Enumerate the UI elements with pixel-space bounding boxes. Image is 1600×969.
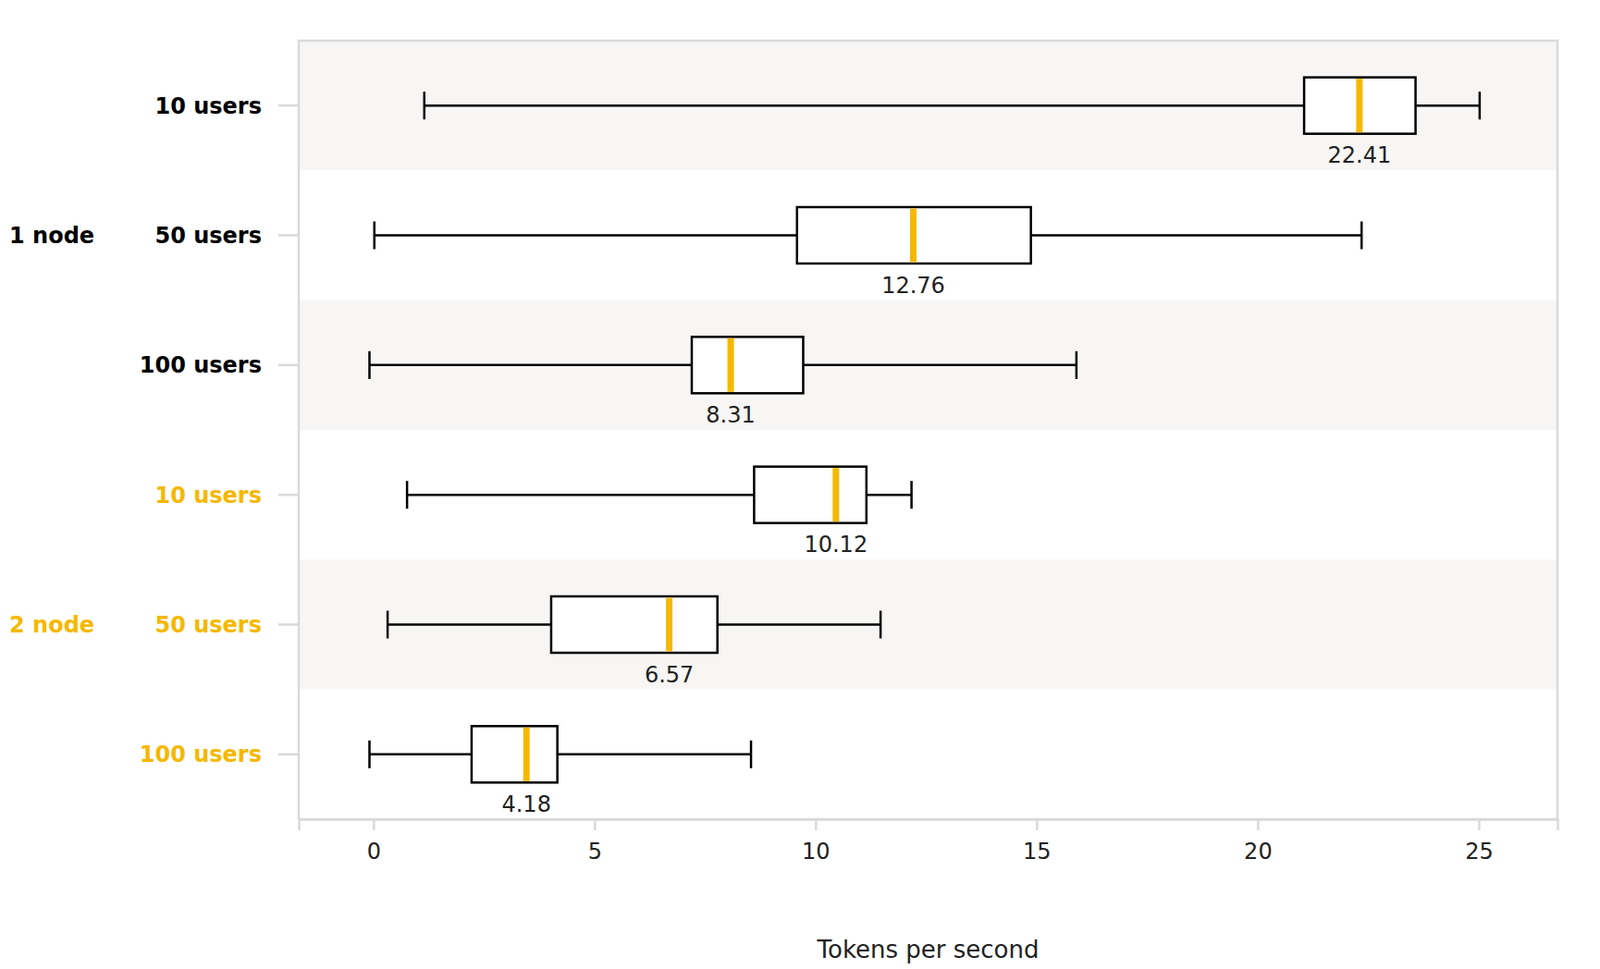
- box: [797, 207, 1032, 264]
- median-line: [665, 598, 673, 653]
- x-tick-mark: [1256, 819, 1260, 831]
- median-line: [910, 209, 917, 263]
- x-axis-title: Tokens per second: [816, 935, 1040, 964]
- y-tick-mark: [278, 104, 299, 108]
- median-line: [1355, 78, 1363, 133]
- x-tick: 0: [367, 819, 382, 865]
- x-tick-label: 0: [367, 838, 382, 865]
- whisker: [369, 753, 751, 757]
- y-tick-mark: [278, 493, 299, 497]
- x-axis: 0 5 10 15 20 25: [299, 819, 1559, 865]
- x-tick-label: 15: [1022, 838, 1052, 865]
- y-tick-label: 50 users: [154, 222, 262, 249]
- row-bands: [298, 40, 1558, 820]
- y-tick-mark: [278, 753, 299, 757]
- y-tick-label: 50 users: [154, 612, 262, 639]
- whisker-cap-low: [372, 221, 376, 250]
- x-tick: 20: [1243, 819, 1273, 865]
- box-label: 22.41: [1327, 142, 1391, 169]
- x-tick-label: 10: [801, 838, 831, 865]
- row-band: [298, 40, 1558, 171]
- y-tick-label: 10 users: [154, 482, 262, 509]
- marks: [369, 77, 1479, 784]
- y-tick-mark: [278, 364, 299, 368]
- whisker-cap-low: [368, 351, 371, 380]
- box: [1304, 77, 1416, 135]
- median-line: [727, 338, 735, 393]
- whisker-cap-high: [1360, 221, 1364, 250]
- plot-frame: [298, 40, 1558, 820]
- x-tick: 15: [1022, 819, 1052, 865]
- y-tick-label: 100 users: [139, 352, 262, 379]
- x-tick-mark: [1035, 819, 1039, 831]
- x-tick-mark: [814, 819, 818, 831]
- x-tick: 10: [801, 819, 831, 865]
- median-line: [523, 727, 530, 782]
- y-tick-label: 10 users: [154, 93, 262, 120]
- y-tick-label: 100 users: [139, 741, 262, 768]
- x-axis-line: [299, 820, 1559, 832]
- x-tick: 25: [1464, 819, 1494, 865]
- group-label: 1 node: [9, 222, 95, 249]
- y-axis: 10 users 50 users 100 users 10 users 50 user…: [9, 93, 299, 769]
- box-label: 4.18: [501, 791, 551, 818]
- box-plot: [374, 207, 1362, 264]
- box-plot: [406, 467, 911, 524]
- box-label: 8.31: [705, 402, 755, 429]
- box-plot: [369, 336, 1076, 394]
- box: [551, 596, 718, 653]
- x-tick-mark: [593, 819, 597, 831]
- whisker-cap-low: [368, 740, 371, 769]
- box-label: 6.57: [644, 662, 694, 689]
- x-tick-label: 25: [1464, 838, 1494, 865]
- whisker-cap-high: [879, 611, 883, 640]
- box: [471, 726, 558, 783]
- group-label: 2 node: [9, 612, 95, 639]
- box-label: 12.76: [881, 272, 946, 299]
- x-tick-mark: [1477, 819, 1481, 831]
- whisker-cap-high: [1075, 351, 1079, 380]
- chart: 22.41 12.76 8.31 10.12 6.57 4.18 0 5 10 15 20 25 Tok…: [0, 0, 1600, 969]
- box-label: 10.12: [803, 531, 868, 558]
- box-plot: [424, 77, 1480, 135]
- whisker-cap-low: [423, 91, 427, 120]
- x-tick-mark: [372, 819, 376, 831]
- whisker-cap-high: [750, 740, 753, 769]
- x-tick: 5: [588, 819, 603, 865]
- box-labels: 22.41 12.76 8.31 10.12 6.57 4.18: [501, 142, 1391, 818]
- x-tick-label: 20: [1243, 838, 1273, 865]
- box-plot: [387, 596, 881, 653]
- whisker-cap-low: [406, 480, 409, 509]
- box-plot: [369, 726, 751, 783]
- whisker-cap-high: [910, 480, 913, 509]
- whisker-cap-high: [1478, 91, 1482, 120]
- y-tick-mark: [278, 233, 299, 237]
- y-tick-mark: [278, 623, 299, 627]
- median-line: [832, 467, 839, 522]
- row-band: [298, 559, 1558, 690]
- row-band: [298, 689, 1558, 820]
- whisker-cap-low: [386, 611, 390, 640]
- x-tick-label: 5: [588, 838, 603, 865]
- box: [691, 336, 803, 394]
- row-band: [298, 430, 1558, 560]
- row-band: [298, 300, 1558, 431]
- box: [753, 467, 866, 524]
- row-band: [298, 170, 1558, 300]
